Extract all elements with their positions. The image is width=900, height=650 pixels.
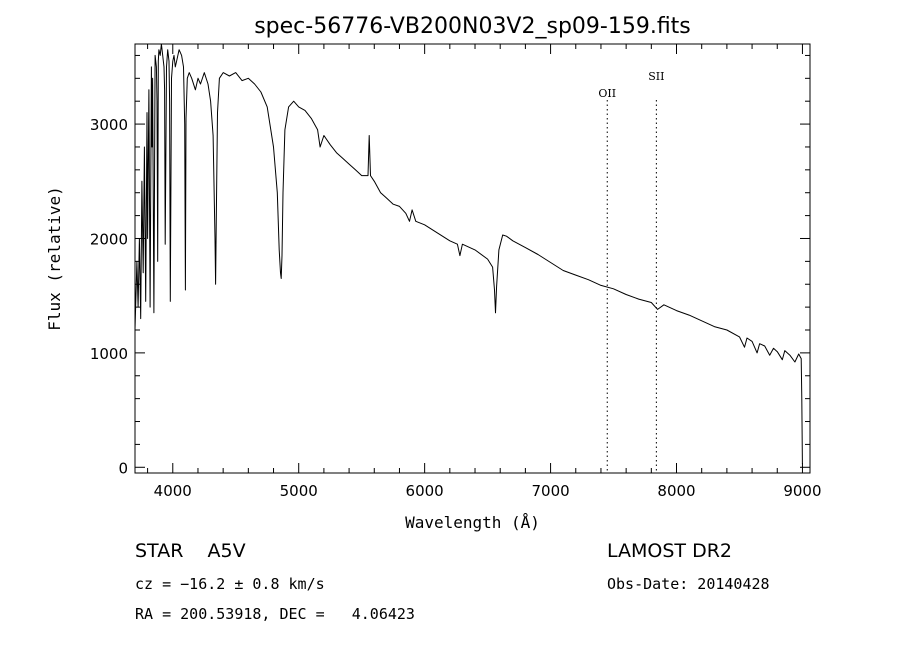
survey-label: LAMOST DR2 (607, 540, 732, 562)
obs-date-label: Obs-Date: 20140428 (607, 575, 770, 593)
coordinates-label: RA = 200.53918, DEC = 4.06423 (135, 605, 415, 623)
y-axis-label: Flux (relative) (45, 186, 64, 331)
object-class-label: STAR A5V (135, 540, 246, 562)
x-tick-label: 5000 (280, 482, 318, 500)
y-tick-label: 0 (118, 459, 128, 477)
redshift-label: cz = −16.2 ± 0.8 km/s (135, 575, 325, 593)
x-axis-label: Wavelength (Å) (405, 513, 540, 532)
x-tick-label: 6000 (406, 482, 444, 500)
x-tick-label: 8000 (657, 482, 695, 500)
x-tick-label: 9000 (783, 482, 821, 500)
y-tick-label: 2000 (90, 230, 128, 248)
chart-title: spec-56776-VB200N03V2_sp09-159.fits (254, 14, 691, 39)
y-tick-label: 1000 (90, 345, 128, 363)
emission-line-label: OII (598, 87, 616, 100)
x-tick-label: 7000 (531, 482, 569, 500)
y-tick-label: 3000 (90, 116, 128, 134)
x-tick-label: 4000 (154, 482, 192, 500)
emission-line-label: SII (648, 70, 664, 83)
spectrum-line (134, 43, 803, 464)
plot-frame (134, 43, 811, 474)
